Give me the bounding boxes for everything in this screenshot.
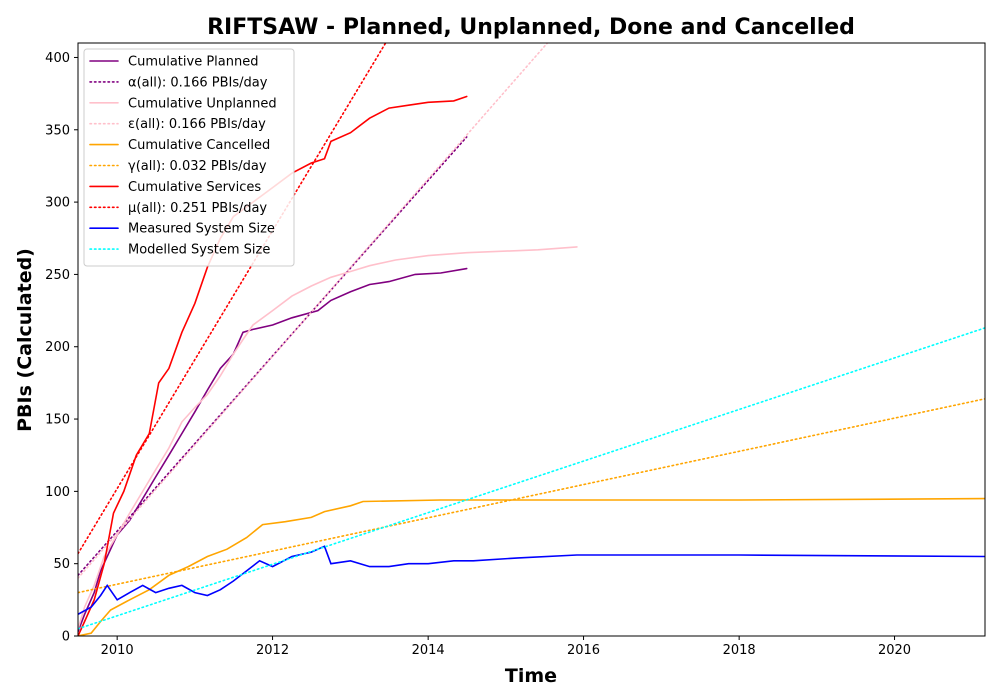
x-tick-label: 2010	[101, 643, 134, 658]
y-tick-label: 350	[45, 123, 70, 138]
series-line-3	[78, 246, 578, 630]
series-line-4	[78, 43, 549, 579]
legend-entry: Cumulative Cancelled	[89, 138, 270, 153]
series-line-8	[78, 43, 387, 555]
legend-entry: Modelled System Size	[89, 243, 270, 258]
legend-label: Cumulative Cancelled	[128, 138, 270, 153]
legend-label: μ(all): 0.251 PBIs/day	[128, 201, 267, 216]
legend-label: Modelled System Size	[128, 243, 270, 258]
legend-box	[83, 48, 295, 267]
y-tick-label: 250	[45, 268, 70, 283]
y-tick-label: 0	[62, 630, 70, 645]
legend: Cumulative Planned α(all): 0.166 PBIs/day…	[83, 48, 295, 267]
series-line-1	[78, 267, 468, 633]
y-tick-label: 400	[45, 51, 70, 66]
plot-frame	[77, 42, 986, 637]
legend-entry: μ(all): 0.251 PBIs/day	[89, 201, 267, 216]
x-tick-label: 2020	[878, 643, 911, 658]
y-tick-label: 150	[45, 413, 70, 428]
x-axis: 2010 2012 2014 2016 2018 2020	[101, 636, 911, 658]
legend-entry: Cumulative Planned	[89, 55, 258, 70]
legend-entry: α(all): 0.166 PBIs/day	[89, 75, 268, 90]
y-tick-label: 300	[45, 196, 70, 211]
legend-label: Cumulative Planned	[128, 55, 258, 70]
y-tick-label: 100	[45, 485, 70, 500]
x-tick-label: 2016	[567, 643, 600, 658]
chart-title: RIFTSAW - Planned, Unplanned, Done and C…	[207, 15, 855, 40]
series-line-2	[78, 136, 468, 577]
legend-entry: Cumulative Services	[89, 180, 261, 195]
legend-label: γ(all): 0.032 PBIs/day	[128, 159, 267, 174]
legend-label: α(all): 0.166 PBIs/day	[128, 75, 268, 90]
y-axis-label: PBIs (Calculated)	[14, 248, 36, 432]
y-tick-label: 200	[45, 340, 70, 355]
legend-entry: ε(all): 0.166 PBIs/day	[89, 117, 266, 132]
legend-entry: Measured System Size	[89, 222, 275, 237]
legend-label: ε(all): 0.166 PBIs/day	[128, 117, 266, 132]
series-line-10	[78, 327, 985, 630]
x-tick-label: 2014	[412, 643, 445, 658]
x-tick-label: 2012	[256, 643, 289, 658]
series-line-5	[78, 497, 985, 636]
y-axis: 0 50 100 150 200 250 300 350 400	[45, 51, 78, 645]
legend-entry: γ(all): 0.032 PBIs/day	[89, 159, 267, 174]
series-line-9	[78, 545, 985, 616]
legend-label: Cumulative Services	[128, 180, 261, 195]
x-axis-label: Time	[505, 665, 557, 687]
legend-label: Cumulative Unplanned	[128, 96, 277, 111]
x-tick-label: 2018	[723, 643, 756, 658]
y-tick-label: 50	[53, 557, 70, 572]
legend-entry: Cumulative Unplanned	[89, 96, 277, 111]
series-line-6	[78, 398, 985, 594]
legend-label: Measured System Size	[128, 222, 275, 237]
